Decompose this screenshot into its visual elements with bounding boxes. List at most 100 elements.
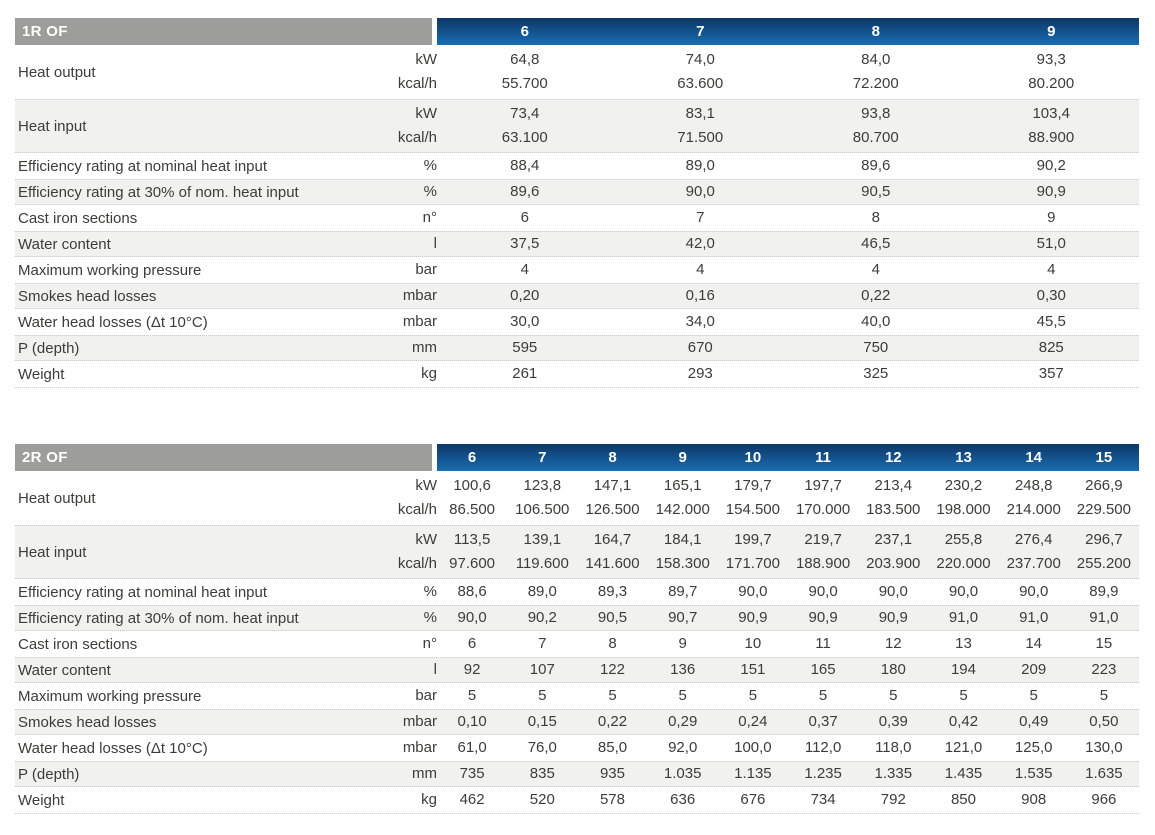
- row-label: Efficiency rating at nominal heat input: [18, 157, 268, 175]
- cell-value: 100,0: [718, 735, 788, 761]
- row-unit: n°: [321, 205, 437, 231]
- value: 112,0: [804, 739, 842, 756]
- value: 792: [880, 791, 906, 808]
- unit-label: kcal/h: [397, 555, 437, 572]
- model-number: 8: [577, 444, 648, 471]
- value: 72.200: [852, 75, 899, 92]
- cell-value: 89,9: [1069, 579, 1139, 605]
- value: 325: [863, 365, 889, 382]
- cell-value: 462: [437, 787, 507, 813]
- cell-value: 130,0: [1069, 735, 1139, 761]
- table-row: Water content l 37,5 42,0 46,5 51,0: [15, 231, 1139, 257]
- row-unit: bar: [321, 683, 437, 709]
- value: 0,29: [668, 713, 698, 730]
- cell-value: 90,9: [964, 180, 1140, 204]
- value: 90,0: [878, 583, 908, 600]
- value: 154.500: [725, 501, 780, 518]
- cell-value: 5: [928, 683, 998, 709]
- cell-value: 1.435: [928, 762, 998, 786]
- cell-value: 91,0: [999, 606, 1069, 630]
- value: 670: [687, 339, 713, 356]
- model-number: 7: [507, 444, 578, 471]
- value: 88.900: [1028, 129, 1075, 146]
- value: 90,9: [738, 609, 768, 626]
- cell-value: 825: [964, 336, 1140, 360]
- value: 126.500: [585, 501, 640, 518]
- cell-value: 91,0: [1069, 606, 1139, 630]
- row-label: Water content: [18, 235, 111, 253]
- row-unit: kg: [321, 787, 437, 813]
- cell-value: 165: [788, 658, 858, 682]
- row-unit: mm: [321, 762, 437, 786]
- cell-value: 90,0: [613, 180, 789, 204]
- value: 93,3: [1036, 51, 1066, 68]
- table-row: Heat input kW kcal/h 73,4 63.100 83,1 71.500 93…: [15, 99, 1139, 153]
- spec-table-2r-of: 2R OF 6 7 8 9 10 11 12 13 14 15 Heat output kW kcal/h…: [15, 444, 1139, 814]
- cell-value: 248,8 214.000: [999, 471, 1069, 525]
- value: 90,0: [457, 609, 487, 626]
- value: 89,0: [527, 583, 557, 600]
- cell-value: 103,4 88.900: [964, 100, 1140, 152]
- value: 255.200: [1076, 555, 1131, 572]
- cell-value: 14: [999, 631, 1069, 657]
- value: 4: [1047, 261, 1056, 278]
- value: 0,50: [1089, 713, 1119, 730]
- table-row: Heat output kW kcal/h 100,6 86.500 123,8 106.5…: [15, 471, 1139, 525]
- unit-label: mbar: [402, 713, 437, 730]
- value: 90,0: [685, 183, 715, 200]
- cell-value: 42,0: [613, 232, 789, 256]
- row-label: Smokes head losses: [18, 287, 157, 305]
- value: 73,4: [510, 105, 540, 122]
- value: 13: [955, 635, 972, 652]
- value: 151: [740, 661, 766, 678]
- value: 935: [599, 765, 625, 782]
- value: 0,42: [948, 713, 979, 730]
- cell-value: 0,42: [928, 710, 998, 734]
- value: 90,9: [878, 609, 908, 626]
- cell-value: 6: [437, 631, 507, 657]
- value: 30,0: [510, 313, 540, 330]
- cell-value: 4: [437, 257, 613, 283]
- value: 266,9: [1085, 477, 1123, 494]
- cell-value: 734: [788, 787, 858, 813]
- cell-value: 0,15: [507, 710, 577, 734]
- table-row: Heat output kW kcal/h 64,8 55.700 74,0 63.600 8…: [15, 45, 1139, 99]
- cell-value: 835: [507, 762, 577, 786]
- cell-value: 0,29: [648, 710, 718, 734]
- cell-value: 84,0 72.200: [788, 45, 964, 99]
- value: 8: [871, 209, 880, 226]
- value: 5: [748, 687, 758, 704]
- value: 107: [529, 661, 555, 678]
- value: 46,5: [861, 235, 891, 252]
- value: 84,0: [861, 51, 891, 68]
- value: 123,8: [523, 477, 562, 494]
- cell-value: 6: [437, 205, 613, 231]
- cell-value: 219,7 188.900: [788, 526, 858, 578]
- cell-value: 88,4: [437, 153, 613, 179]
- cell-value: 520: [507, 787, 577, 813]
- model-number: 15: [1068, 444, 1139, 471]
- row-label: Efficiency rating at 30% of nom. heat in…: [18, 183, 299, 201]
- model-number: 7: [612, 18, 788, 45]
- cell-value: 90,0: [437, 606, 507, 630]
- row-label: Maximum working pressure: [18, 687, 202, 705]
- value: 88,4: [510, 157, 540, 174]
- value: 90,0: [1019, 583, 1049, 600]
- value: 64,8: [510, 51, 540, 68]
- value: 92: [463, 661, 481, 678]
- value: 51,0: [1036, 235, 1066, 252]
- value: 118,0: [875, 739, 912, 756]
- table-header-row: 1R OF 6 7 8 9: [15, 18, 1139, 45]
- cell-value: 91,0: [928, 606, 998, 630]
- cell-value: 90,5: [788, 180, 964, 204]
- cell-value: 5: [999, 683, 1069, 709]
- cell-value: 45,5: [964, 309, 1140, 335]
- value: 34,0: [685, 313, 715, 330]
- row-unit: l: [321, 658, 437, 682]
- value: 100,0: [734, 739, 772, 756]
- cell-value: 34,0: [613, 309, 789, 335]
- value: 0,22: [597, 713, 628, 730]
- value: 750: [863, 339, 889, 356]
- value: 0,49: [1019, 713, 1049, 730]
- unit-label: bar: [415, 261, 437, 278]
